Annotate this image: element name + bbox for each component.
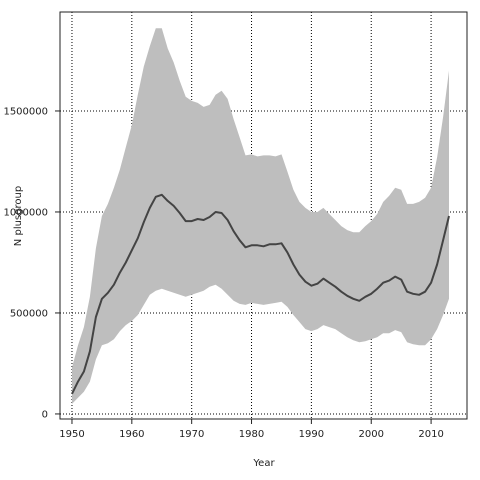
y-axis: 0 500000 1000000 1500000	[3, 106, 60, 420]
x-tick-label: 2000	[359, 429, 384, 440]
x-axis-title: Year	[252, 458, 275, 469]
median-line	[71, 193, 450, 395]
median-series-line	[71, 193, 450, 395]
x-axis: 1950 1960 1970 1980 1990 2000 2010	[59, 419, 444, 440]
x-tick-label: 2010	[418, 429, 443, 440]
y-axis-title: N plusgroup	[13, 186, 24, 246]
x-tick-label: 1950	[59, 429, 84, 440]
x-tick-label: 1970	[179, 429, 204, 440]
plot-frame	[59, 11, 468, 420]
band-area	[72, 28, 449, 404]
y-tick-label: 0	[42, 409, 48, 420]
y-tick-label: 1000000	[3, 207, 48, 218]
y-tick-label: 500000	[10, 308, 48, 319]
x-tick-label: 1960	[119, 429, 144, 440]
x-tick-label: 1980	[239, 429, 264, 440]
confidence-band	[72, 28, 449, 404]
x-tick-label: 1990	[299, 429, 324, 440]
y-tick-label: 1500000	[3, 106, 48, 117]
